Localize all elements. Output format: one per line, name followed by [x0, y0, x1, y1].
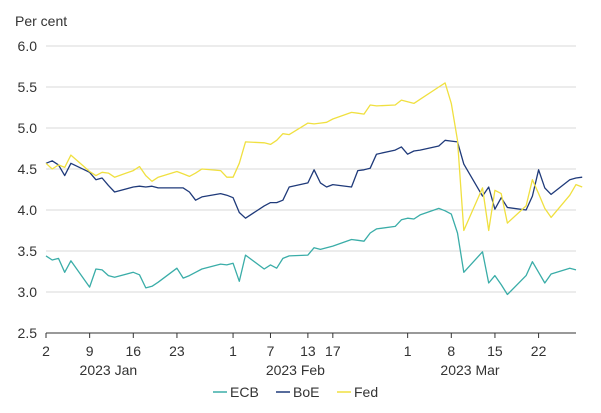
y-tick-label-2.5: 2.5 — [18, 325, 38, 341]
y-tick-label-5.0: 5.0 — [18, 120, 38, 136]
y-tick-label-4.0: 4.0 — [18, 202, 38, 218]
x-tick-label-2: 2 — [42, 343, 50, 359]
x-tick-label-15: 15 — [487, 343, 503, 359]
y-tick-label-3.0: 3.0 — [18, 284, 38, 300]
x-tick-label-17: 17 — [325, 343, 341, 359]
series-line-ecb — [45, 207, 577, 296]
series-line-boe — [45, 139, 583, 219]
x-tick-label-1: 1 — [404, 343, 412, 359]
x-tick-label-1: 1 — [229, 343, 237, 359]
x-month-label-2023-feb: 2023 Feb — [266, 362, 325, 378]
y-tick-label-4.5: 4.5 — [18, 161, 38, 177]
series-lines — [45, 82, 583, 296]
x-tick-label-8: 8 — [447, 343, 455, 359]
y-tick-label-3.5: 3.5 — [18, 243, 38, 259]
y-tick-label-6.0: 6.0 — [18, 38, 38, 54]
x-tick-label-16: 16 — [126, 343, 142, 359]
legend: ECB BoE Fed — [213, 384, 378, 400]
x-tick-label-13: 13 — [300, 343, 316, 359]
y-axis-unit-label: Per cent — [15, 13, 67, 29]
legend-label-fed: Fed — [354, 384, 378, 400]
x-tick-label-22: 22 — [531, 343, 547, 359]
series-line-fed — [45, 82, 583, 232]
gridlines — [46, 45, 576, 293]
legend-label-boe: BoE — [293, 384, 319, 400]
x-month-label-2023-mar: 2023 Mar — [440, 362, 499, 378]
x-month-label-2023-jan: 2023 Jan — [80, 362, 138, 378]
y-axis-tick-labels: 2.5 3.0 3.5 4.0 4.5 5.0 5.5 6.0 — [18, 38, 38, 341]
legend-label-ecb: ECB — [230, 384, 259, 400]
x-tick-label-7: 7 — [267, 343, 275, 359]
x-tick-label-9: 9 — [86, 343, 94, 359]
x-tick-label-23: 23 — [169, 343, 185, 359]
y-tick-label-5.5: 5.5 — [18, 79, 38, 95]
